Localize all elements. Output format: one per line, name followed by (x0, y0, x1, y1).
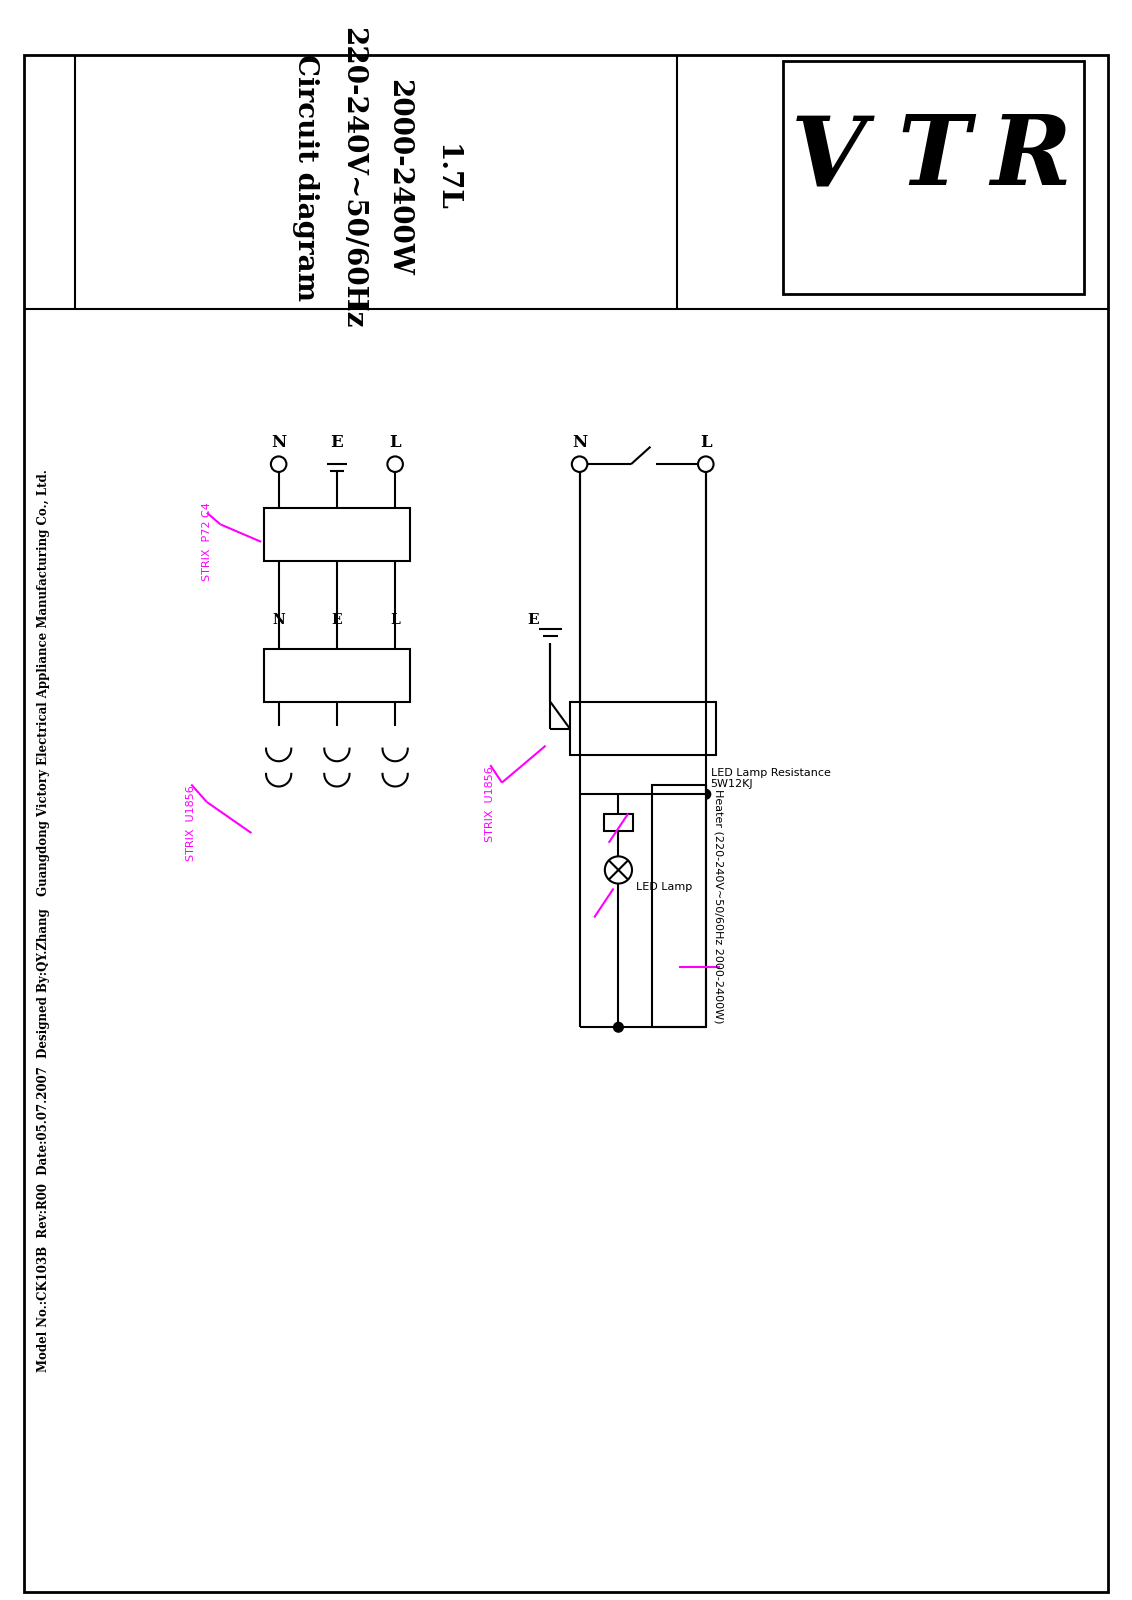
Circle shape (572, 456, 588, 472)
Text: N: N (273, 613, 285, 627)
Text: E: E (528, 613, 539, 627)
Text: Heater (220-240V~50/60Hz 2000-2400W): Heater (220-240V~50/60Hz 2000-2400W) (713, 789, 723, 1022)
Text: LED Lamp Resistance
5W12KJ: LED Lamp Resistance 5W12KJ (711, 768, 831, 789)
Bar (264, 507, 410, 562)
Text: Model No.:CK103B  Rev:R00  Date:05.07.2007  Designed By:QY.Zhang   Guangdong Vic: Model No.:CK103B Rev:R00 Date:05.07.2007… (37, 469, 50, 1371)
Circle shape (604, 856, 632, 883)
Bar (783, 61, 1084, 294)
Circle shape (271, 456, 286, 472)
Text: E: E (331, 434, 343, 451)
Text: R: R (989, 112, 1071, 205)
Text: T: T (898, 112, 970, 205)
Text: 2000-2400W: 2000-2400W (386, 80, 412, 277)
Circle shape (614, 1022, 624, 1032)
Text: V: V (791, 112, 866, 205)
Text: L: L (389, 434, 401, 451)
Bar (264, 648, 410, 702)
Text: LED Lamp: LED Lamp (636, 882, 692, 891)
Circle shape (701, 789, 711, 798)
Text: E: E (332, 613, 342, 627)
Text: L: L (391, 613, 400, 627)
Text: Circuit diagram: Circuit diagram (292, 54, 319, 301)
Text: STRIX  U1856: STRIX U1856 (486, 766, 496, 842)
Text: N: N (271, 434, 286, 451)
Text: 1.7L: 1.7L (432, 144, 460, 211)
Circle shape (387, 456, 403, 472)
Text: STRIX  U1856: STRIX U1856 (187, 786, 196, 861)
Text: STRIX  P72 C4: STRIX P72 C4 (201, 502, 212, 581)
Text: N: N (572, 434, 588, 451)
Bar (652, 784, 705, 1027)
Bar (603, 814, 633, 830)
Circle shape (698, 456, 713, 472)
Text: 220-240V~50/60Hz: 220-240V~50/60Hz (338, 27, 366, 328)
Text: L: L (700, 434, 712, 451)
Bar (569, 702, 715, 755)
